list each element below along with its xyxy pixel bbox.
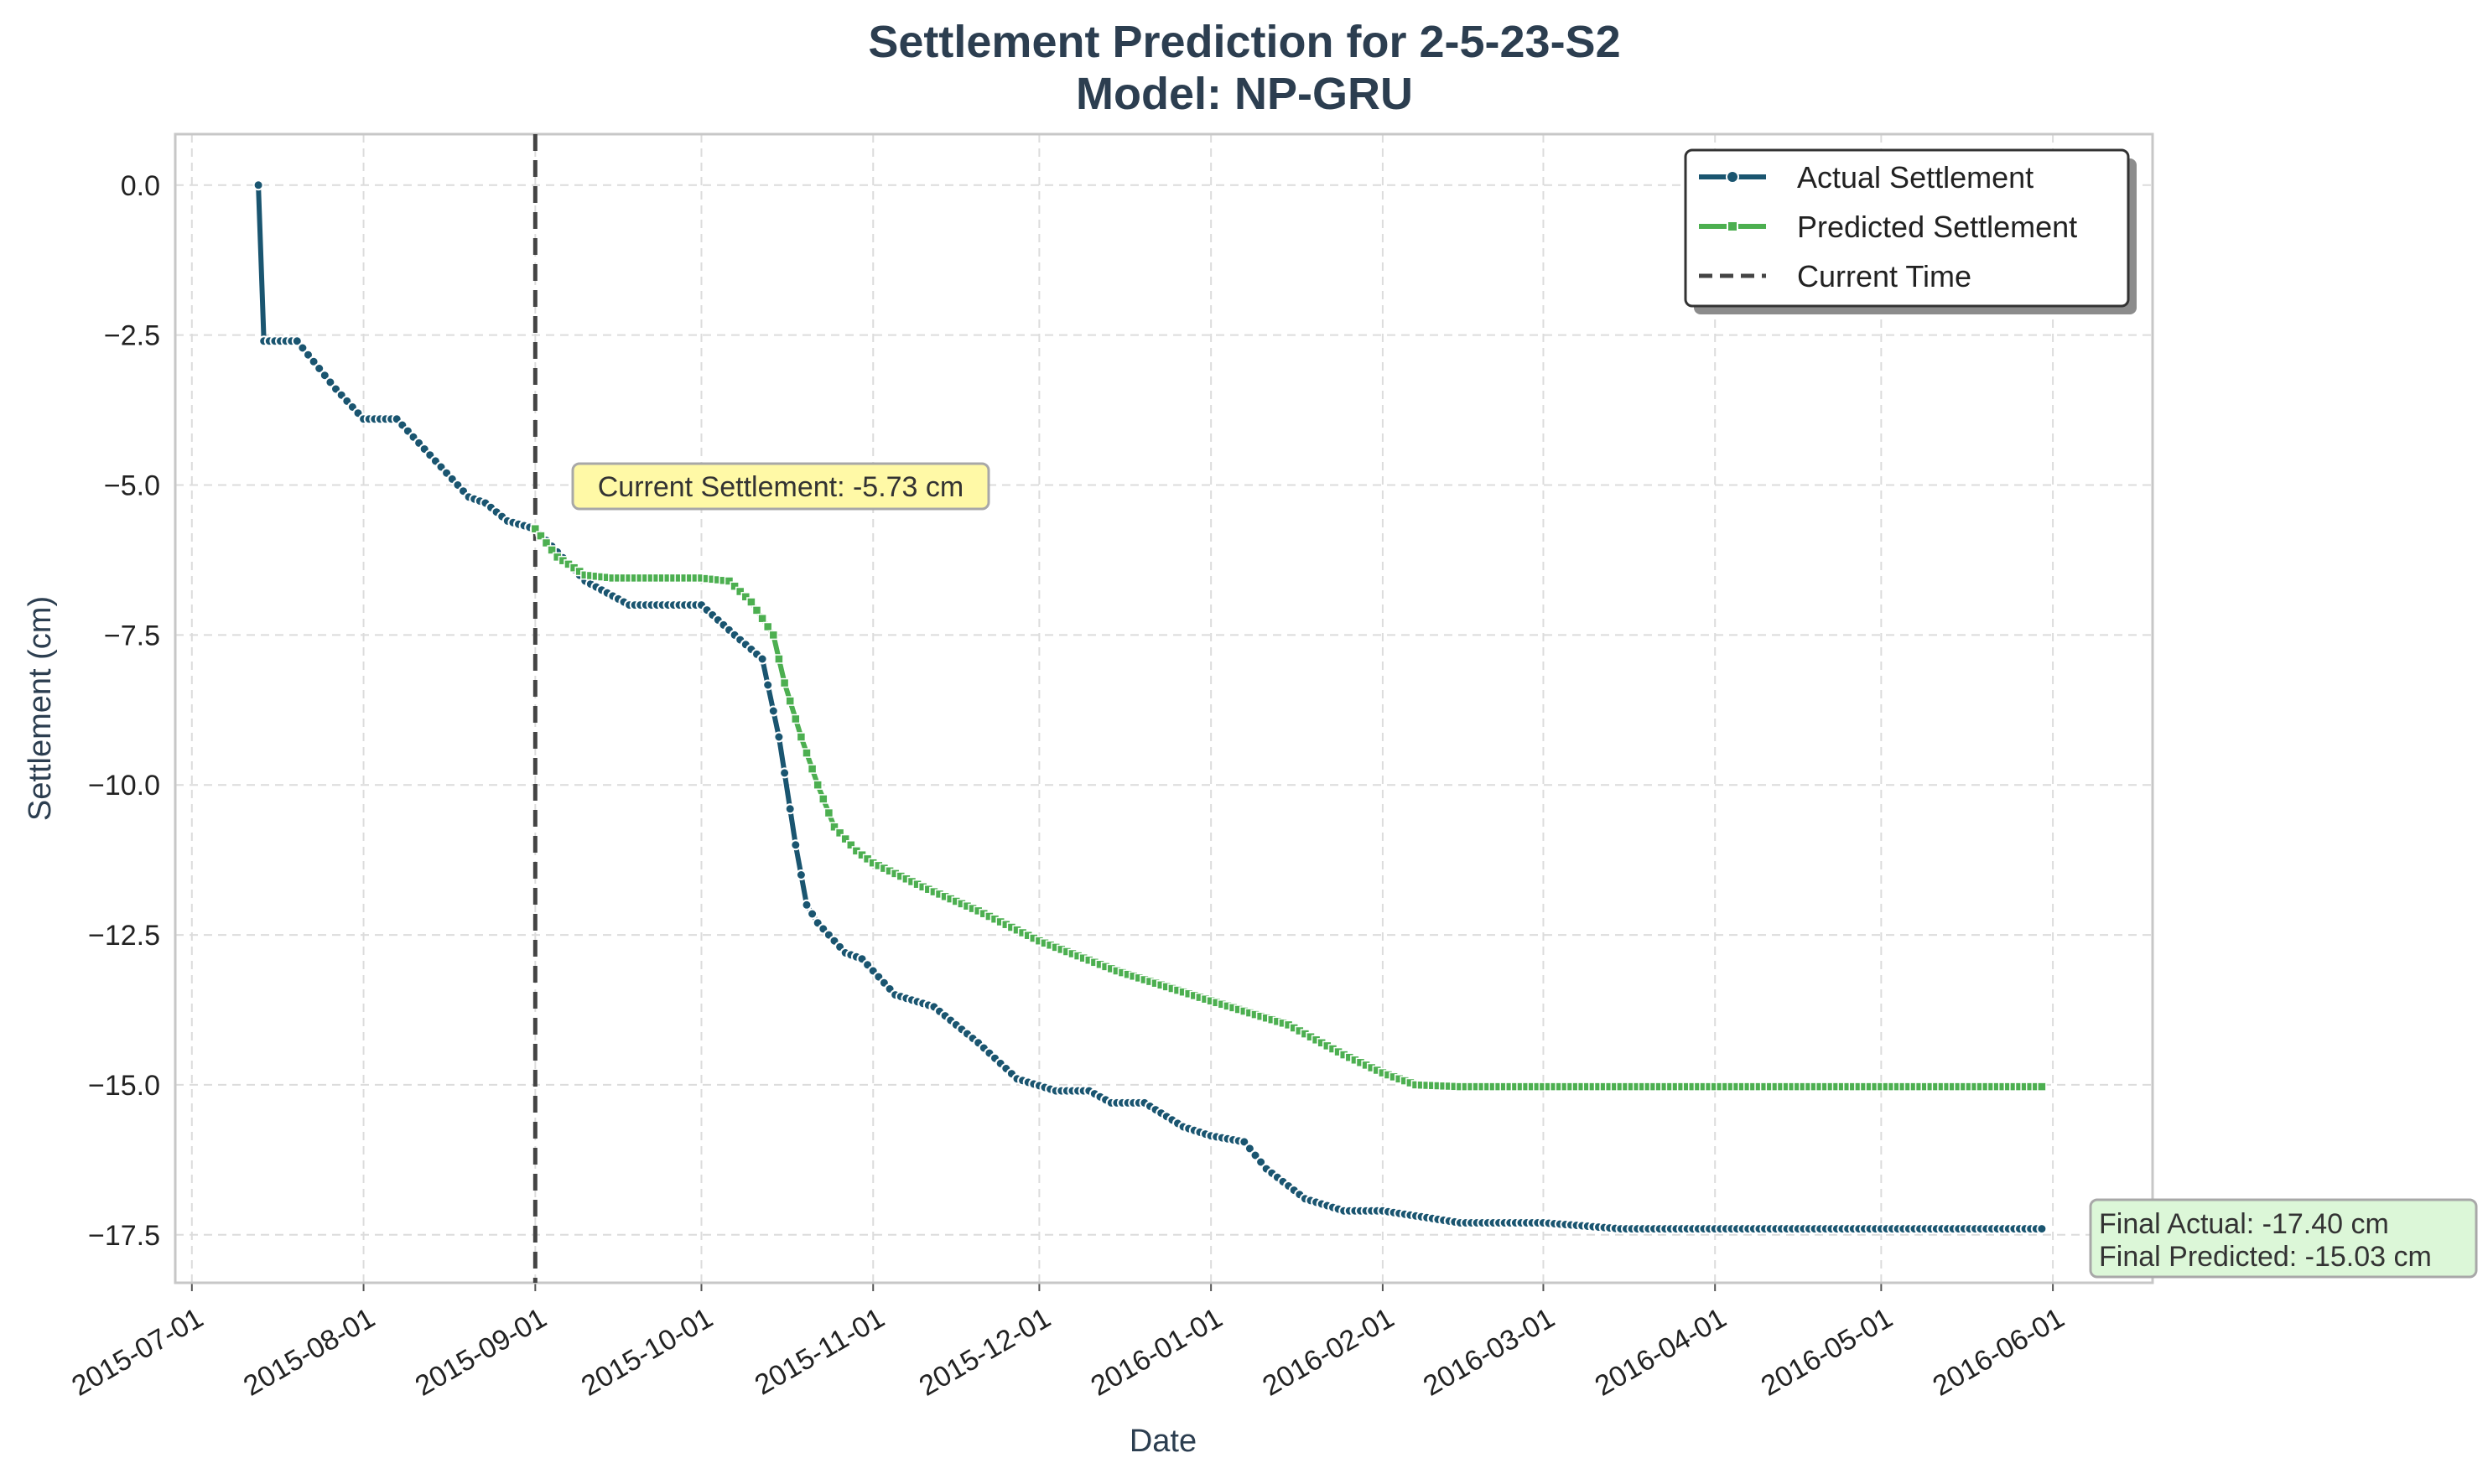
actual-point	[762, 679, 774, 691]
predicted-point	[823, 807, 834, 818]
predicted-point	[768, 630, 779, 641]
x-tick-label: 2015-08-01	[238, 1302, 381, 1403]
predicted-point	[813, 780, 823, 790]
predicted-point	[735, 586, 745, 597]
actual-point	[314, 363, 325, 374]
predicted-point	[547, 545, 557, 555]
predicted-point	[818, 794, 828, 804]
y-tick-label: −10.0	[88, 770, 160, 802]
y-tick-label: −12.5	[88, 920, 160, 952]
predicted-settlement-markers	[530, 523, 2047, 1092]
x-tick-label: 2016-05-01	[1756, 1302, 1898, 1403]
predicted-point	[530, 523, 541, 534]
predicted-point	[807, 764, 818, 774]
predicted-point	[730, 581, 740, 591]
actual-point	[767, 705, 779, 717]
actual-point	[297, 342, 309, 354]
y-tick-label: −7.5	[104, 620, 160, 651]
x-tick-label: 2016-03-01	[1418, 1302, 1561, 1403]
legend-box	[1684, 148, 2130, 308]
actual-point	[779, 767, 791, 779]
predicted-point	[802, 748, 812, 758]
final-actual-text: Final Actual: -17.40 cm	[2099, 1208, 2389, 1240]
x-axis-ticks: 2015-07-01 2015-08-01 2015-09-01 2015-10-01…	[66, 1283, 2070, 1403]
x-tick-label: 2015-12-01	[914, 1302, 1057, 1403]
actual-settlement-line	[256, 184, 2042, 1232]
current-settlement-box	[571, 462, 990, 511]
predicted-point	[762, 621, 773, 632]
chart-title-line2: Model: NP-GRU	[1076, 69, 1413, 119]
predicted-point	[751, 605, 762, 615]
x-tick-label: 2015-07-01	[66, 1302, 209, 1403]
x-tick-label: 2015-11-01	[750, 1302, 890, 1402]
final-values-annotation: Final Actual: -17.40 cm Final Predicted:…	[2089, 1198, 2478, 1279]
x-tick-label: 2016-01-01	[1086, 1302, 1228, 1403]
predicted-point	[541, 537, 552, 548]
x-tick-label: 2016-04-01	[1590, 1302, 1732, 1403]
predicted-point	[774, 654, 784, 664]
actual-point	[308, 355, 319, 367]
y-axis-label: Settlement (cm)	[23, 596, 58, 821]
actual-point	[1244, 1143, 1255, 1155]
plot-frame	[174, 132, 2154, 1284]
legend: Actual Settlement Predicted Settlement C…	[1684, 148, 2137, 314]
predicted-point	[785, 696, 795, 706]
legend-predicted-label: Predicted Settlement	[1797, 210, 2077, 244]
legend-actual-marker	[1726, 170, 1739, 184]
x-tick-label: 2015-10-01	[576, 1302, 719, 1403]
chart-title-line1: Settlement Prediction for 2-5-23-S2	[868, 17, 1620, 67]
y-tick-label: 0.0	[121, 170, 160, 202]
current-settlement-annotation: Current Settlement: -5.73 cm	[571, 462, 990, 511]
predicted-point	[724, 576, 735, 586]
x-axis-label: Date	[1130, 1424, 1197, 1459]
predicted-point	[829, 822, 839, 833]
actual-point	[1239, 1136, 1250, 1148]
actual-point	[319, 370, 330, 381]
predicted-point	[2037, 1082, 2047, 1092]
final-predicted-text: Final Predicted: -15.03 cm	[2099, 1241, 2432, 1273]
actual-point	[303, 349, 314, 361]
x-tick-label: 2015-09-01	[410, 1302, 553, 1403]
actual-point	[801, 899, 813, 911]
actual-point	[291, 335, 303, 347]
actual-point	[1249, 1149, 1261, 1161]
legend-current-time-label: Current Time	[1797, 259, 1971, 293]
actual-point	[784, 803, 796, 815]
actual-point	[773, 731, 785, 743]
predicted-point	[846, 840, 856, 850]
y-axis-ticks: 0.0 −2.5 −5.0 −7.5 −10.0 −12.5 −15.0 −17.5	[88, 170, 160, 1252]
legend-actual-label: Actual Settlement	[1797, 160, 2034, 195]
predicted-point	[746, 597, 756, 607]
actual-point	[1255, 1156, 1267, 1168]
actual-settlement-markers	[252, 179, 2048, 1235]
legend-predicted-marker	[1727, 221, 1738, 232]
actual-point	[325, 376, 336, 388]
actual-point	[790, 839, 802, 851]
actual-point	[807, 908, 818, 920]
predicted-point	[840, 833, 850, 844]
x-tick-label: 2016-06-01	[1927, 1302, 2070, 1403]
actual-point	[795, 869, 807, 880]
predicted-point	[791, 713, 801, 724]
predicted-point	[536, 531, 546, 541]
y-tick-label: −5.0	[104, 470, 160, 502]
predicted-point	[796, 732, 807, 742]
predicted-point	[757, 613, 767, 624]
y-tick-label: −15.0	[88, 1070, 160, 1102]
y-tick-label: −2.5	[104, 320, 160, 352]
y-tick-label: −17.5	[88, 1220, 160, 1252]
actual-point	[252, 179, 264, 191]
predicted-point	[740, 592, 751, 602]
actual-point	[756, 653, 768, 665]
actual-point	[2036, 1223, 2048, 1235]
current-settlement-text: Current Settlement: -5.73 cm	[598, 471, 964, 503]
predicted-point	[834, 828, 845, 838]
x-tick-label: 2016-02-01	[1257, 1302, 1400, 1403]
final-values-box	[2089, 1198, 2478, 1279]
predicted-point	[779, 677, 790, 688]
